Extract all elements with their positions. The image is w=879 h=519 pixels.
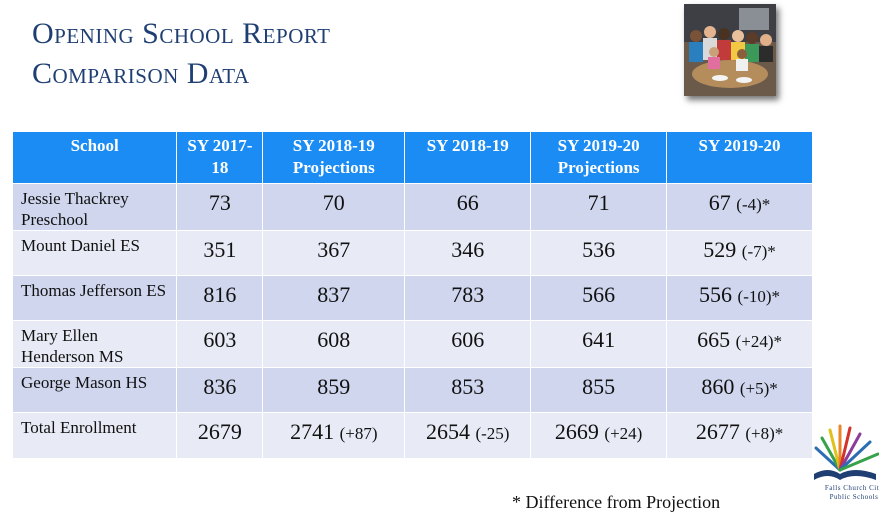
classroom-photo <box>684 4 776 96</box>
sy-2019-20-projection-value: 536 <box>530 230 668 276</box>
difference-from-projection: (+8)* <box>745 424 784 443</box>
difference-from-projection: (-7)* <box>741 242 776 261</box>
sy-2018-19-projection-value: 859 <box>262 367 406 413</box>
page-title: Opening School Report Comparison Data <box>32 14 330 94</box>
table-row: Thomas Jefferson ES 816 837 783 566 556 … <box>13 275 813 321</box>
table-row: Mary Ellen Henderson MS 603 608 606 641 … <box>13 320 813 368</box>
sy-2019-20-value: 529 (-7)* <box>666 230 813 276</box>
school-district-logo: Falls Church City Public Schools <box>810 418 879 519</box>
difference-from-projection: (-10)* <box>737 287 781 306</box>
logo-text: Falls Church City Public Schools <box>824 484 879 501</box>
table-row: Mount Daniel ES 351 367 346 536 529 (-7)… <box>13 230 813 276</box>
sy-2017-18-value: 351 <box>176 230 264 276</box>
sy-2017-18-value: 836 <box>176 367 264 413</box>
school-name: George Mason HS <box>13 367 178 413</box>
school-name: Mount Daniel ES <box>13 230 178 276</box>
sy-2019-20-value: 556 (-10)* <box>666 275 813 321</box>
header-sy-2019-20-projections: SY 2019-20 Projections <box>530 132 668 184</box>
difference-from-projection: (+24)* <box>735 332 782 351</box>
header-sy-2018-19-projections: SY 2018-19 Projections <box>262 132 406 184</box>
sy-2018-19-value: 2654 (-25) <box>404 412 532 458</box>
school-name: Mary Ellen Henderson MS <box>13 320 178 368</box>
table-row: George Mason HS 836 859 853 855 860 (+5)… <box>13 367 813 413</box>
sy-2019-20-projection-value: 855 <box>530 367 668 413</box>
difference-from-projection: (+5)* <box>739 379 778 398</box>
table-row-total: Total Enrollment 2679 2741 (+87) 2654 (-… <box>13 412 813 458</box>
school-name: Thomas Jefferson ES <box>13 275 178 321</box>
sy-2017-18-value: 2679 <box>176 412 264 458</box>
sy-2018-19-value: 853 <box>404 367 532 413</box>
table-row: Jessie Thackrey Preschool 73 70 66 71 67… <box>13 183 813 231</box>
school-name: Jessie Thackrey Preschool <box>13 183 178 231</box>
difference-from-projection: (-4)* <box>736 195 771 214</box>
header-sy-2018-19: SY 2018-19 <box>404 132 532 184</box>
sy-2018-19-projection-value: 2741 (+87) <box>262 412 406 458</box>
sy-2019-20-projection-value: 71 <box>530 183 668 231</box>
sy-2018-19-value: 66 <box>404 183 532 231</box>
book-rays-icon <box>814 424 879 480</box>
table-header-row: School SY 2017-18 SY 2018-19 Projections… <box>13 132 813 184</box>
sy-2017-18-value: 73 <box>176 183 264 231</box>
title-line-2: Comparison Data <box>32 57 250 90</box>
sy-2019-20-projection-value: 2669 (+24) <box>530 412 668 458</box>
sy-2018-19-projection-value: 608 <box>262 320 406 368</box>
sy-2019-20-value: 2677 (+8)* <box>666 412 813 458</box>
sy-2018-19-projection-value: 367 <box>262 230 406 276</box>
header-school: School <box>13 132 178 184</box>
header-sy-2017-18: SY 2017-18 <box>176 132 264 184</box>
enrollment-table: School SY 2017-18 SY 2018-19 Projections… <box>13 132 813 458</box>
sy-2019-20-value: 67 (-4)* <box>666 183 813 231</box>
sy-2018-19-value: 783 <box>404 275 532 321</box>
title-line-1: Opening School Report <box>32 17 331 50</box>
sy-2018-19-projection-value: 70 <box>262 183 406 231</box>
sy-2017-18-value: 603 <box>176 320 264 368</box>
sy-2018-19-projection-value: 837 <box>262 275 406 321</box>
header-sy-2019-20: SY 2019-20 <box>666 132 813 184</box>
footnote: * Difference from Projection <box>512 492 721 512</box>
sy-2019-20-projection-value: 566 <box>530 275 668 321</box>
sy-2017-18-value: 816 <box>176 275 264 321</box>
school-name: Total Enrollment <box>13 412 178 458</box>
sy-2019-20-value: 860 (+5)* <box>666 367 813 413</box>
sy-2018-19-value: 346 <box>404 230 532 276</box>
sy-2019-20-projection-value: 641 <box>530 320 668 368</box>
sy-2019-20-value: 665 (+24)* <box>666 320 813 368</box>
sy-2018-19-value: 606 <box>404 320 532 368</box>
